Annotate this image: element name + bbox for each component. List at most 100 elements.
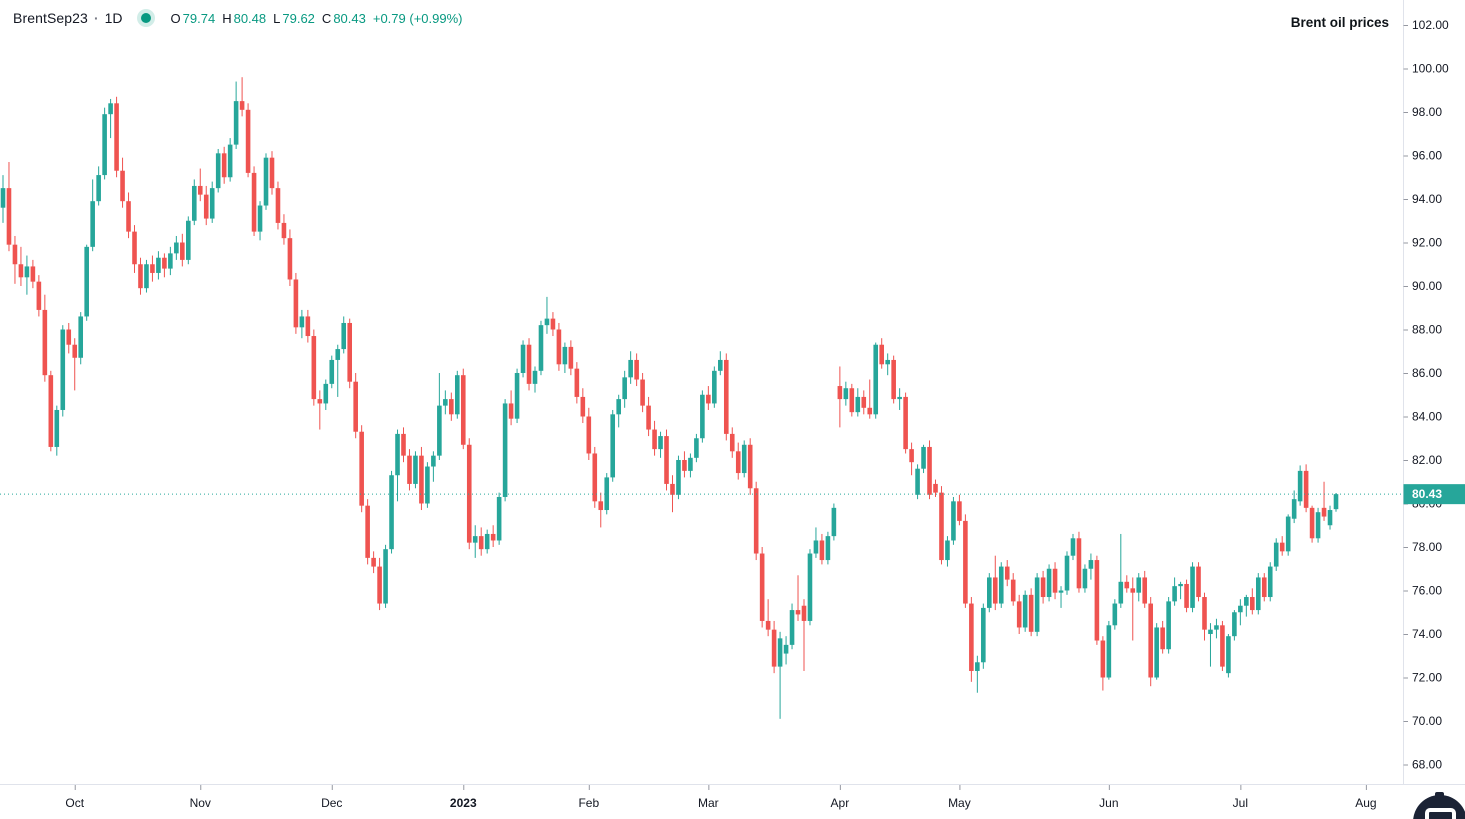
candle [969, 603, 974, 671]
candle [203, 194, 209, 219]
price-label: 84.00 [1412, 410, 1442, 424]
price-label: 78.00 [1412, 540, 1442, 554]
candle [407, 455, 412, 484]
market-status-icon[interactable] [136, 9, 155, 27]
candle [801, 605, 807, 621]
price-axis[interactable] [1404, 0, 1465, 784]
candle [771, 629, 777, 667]
candle [281, 222, 287, 239]
candle [1255, 577, 1261, 611]
symbol-title[interactable]: BrentSep23 [13, 10, 88, 26]
candle [652, 429, 657, 450]
candle [987, 577, 992, 608]
candle [353, 381, 358, 432]
low-label: L [273, 10, 281, 26]
price-label: 76.00 [1412, 584, 1442, 598]
time-label: May [948, 796, 971, 810]
candle [1196, 566, 1201, 598]
candle [514, 373, 520, 419]
candle [1016, 601, 1022, 628]
candle [227, 144, 233, 178]
candle [1172, 586, 1177, 602]
candle [209, 188, 215, 219]
candle [1321, 507, 1327, 517]
time-label: Mar [698, 796, 719, 810]
candle [389, 475, 394, 550]
candle [819, 540, 825, 561]
candle [813, 540, 819, 554]
candle [1238, 605, 1243, 613]
candle [114, 103, 119, 171]
price-label: 72.00 [1412, 671, 1442, 685]
candle [909, 449, 914, 463]
candle [78, 316, 84, 358]
candle [1082, 568, 1088, 589]
candle [191, 185, 197, 221]
candle [449, 399, 454, 415]
candle [700, 394, 705, 439]
candle [341, 322, 347, 350]
candle [592, 453, 598, 502]
candle [168, 253, 173, 269]
candle [24, 266, 30, 278]
candle [257, 205, 263, 232]
candle [729, 433, 735, 452]
candle [221, 153, 227, 178]
candle [371, 557, 376, 567]
candle [957, 501, 962, 521]
candle [1244, 597, 1249, 606]
candle [478, 536, 484, 550]
candle [1178, 583, 1183, 587]
candle [287, 238, 293, 280]
change-value: +0.79 (+0.99%) [372, 10, 463, 26]
candle [676, 460, 681, 495]
price-axis-labels: 102.00 100.00 98.00 96.00 94.00 92.00 90.00 88.… [1403, 18, 1449, 772]
time-label: Feb [578, 796, 599, 810]
candle [90, 201, 95, 247]
candle [317, 399, 323, 404]
candle [359, 431, 364, 506]
candle [377, 566, 382, 604]
candle [688, 457, 693, 471]
candle [861, 396, 867, 408]
close-value: 80.43 [333, 10, 366, 26]
candle [682, 460, 687, 471]
candle [263, 157, 269, 206]
candle [1064, 555, 1070, 591]
candle [1267, 566, 1273, 598]
candle [245, 109, 251, 173]
candle [532, 370, 538, 384]
candle [747, 444, 753, 489]
candle [1214, 625, 1219, 630]
candle [401, 433, 406, 456]
candle [538, 325, 544, 371]
candle [897, 396, 902, 400]
candle [783, 644, 789, 654]
candle [903, 396, 908, 450]
candle [837, 386, 843, 400]
candle [1184, 583, 1189, 608]
candle [6, 188, 12, 245]
candle [1297, 470, 1303, 502]
candle [915, 468, 920, 495]
candle [383, 549, 388, 604]
candle [544, 318, 550, 326]
price-label: 86.00 [1412, 366, 1442, 380]
interval-label[interactable]: 1D [104, 10, 123, 26]
candle [1124, 581, 1130, 589]
candle [1273, 542, 1279, 567]
candle [215, 153, 221, 189]
candle [759, 553, 765, 621]
candle [66, 329, 72, 345]
candle [1232, 612, 1237, 637]
candle [490, 533, 496, 541]
candle [550, 318, 556, 330]
candle [1202, 597, 1207, 630]
price-label: 90.00 [1412, 279, 1442, 293]
price-label: 102.00 [1412, 18, 1449, 32]
candle [1309, 507, 1315, 539]
candle [574, 368, 580, 397]
time-axis[interactable] [0, 785, 1403, 819]
candle [329, 359, 335, 384]
